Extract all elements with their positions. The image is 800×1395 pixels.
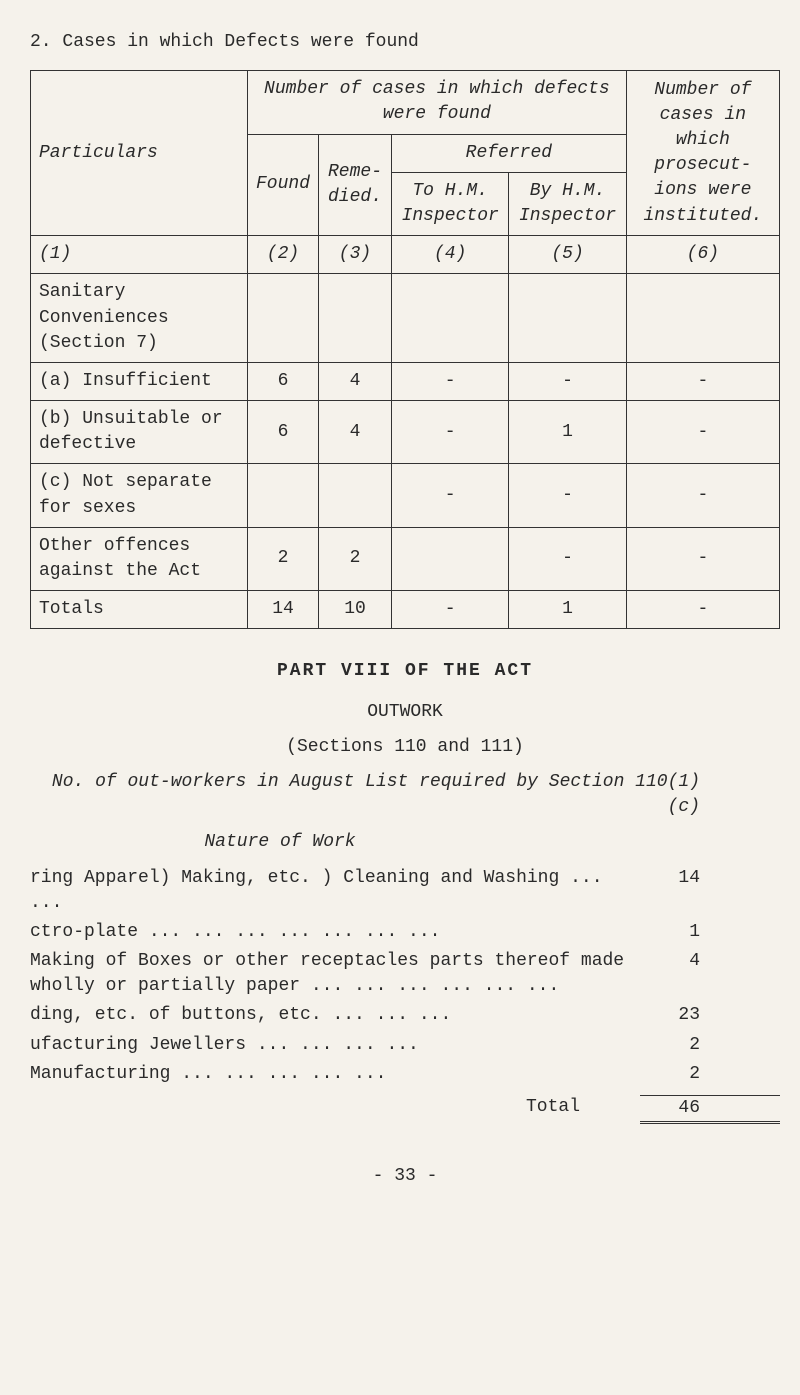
cell: 14	[248, 591, 319, 629]
cell: 6	[248, 362, 319, 400]
table-row: (c) Not separate for sexes - - -	[31, 464, 780, 527]
header-found: Found	[248, 134, 319, 236]
cell: 10	[319, 591, 392, 629]
cell: 1	[509, 591, 626, 629]
table-row: Other offences against the Act 2 2 - -	[31, 527, 780, 590]
defects-table: Particulars Number of cases in which def…	[30, 70, 780, 629]
header-top: Number of cases in which defects were fo…	[248, 71, 627, 134]
header-byhm: By H.M. Inspector	[509, 172, 626, 235]
table-row: (b) Unsuitable or defective 6 4 - 1 -	[31, 401, 780, 464]
col-num-3: (3)	[319, 236, 392, 274]
table-row: (a) Insufficient 6 4 - - -	[31, 362, 780, 400]
cell: 4	[319, 401, 392, 464]
header-prosecutions: Number of cases in which prosecut-ions w…	[626, 71, 779, 236]
row-label: (c) Not separate for sexes	[31, 464, 248, 527]
work-row: Making of Boxes or other receptacles par…	[30, 949, 780, 999]
work-row: ufacturing Jewellers ... ... ... ... 2	[30, 1033, 780, 1058]
cell	[392, 274, 509, 363]
total-value: 46	[640, 1095, 780, 1124]
row-label: Totals	[31, 591, 248, 629]
col-num-4: (4)	[392, 236, 509, 274]
total-label: Total	[30, 1095, 640, 1124]
cell: 2	[248, 527, 319, 590]
cell: -	[626, 464, 779, 527]
outwork-section: No. of out-workers in August List requir…	[30, 770, 780, 1124]
work-value: 2	[640, 1062, 780, 1087]
header-referred: Referred	[392, 134, 627, 172]
work-label: ufacturing Jewellers ... ... ... ...	[30, 1033, 640, 1058]
cell: -	[509, 464, 626, 527]
work-value: 2	[640, 1033, 780, 1058]
cell	[319, 464, 392, 527]
header-remedied: Reme-died.	[319, 134, 392, 236]
work-row: Manufacturing ... ... ... ... ... 2	[30, 1062, 780, 1087]
sections-ref: (Sections 110 and 111)	[30, 735, 780, 760]
work-value: 1	[640, 920, 780, 945]
cell: 1	[509, 401, 626, 464]
work-label: ctro-plate ... ... ... ... ... ... ...	[30, 920, 640, 945]
work-value: 23	[640, 1003, 780, 1028]
work-row: ctro-plate ... ... ... ... ... ... ... 1	[30, 920, 780, 945]
total-row: Total 46	[30, 1095, 780, 1124]
nature-of-work: Nature of Work	[30, 830, 780, 855]
cell: -	[392, 591, 509, 629]
work-row: ring Apparel) Making, etc. ) Cleaning an…	[30, 866, 780, 916]
outwork-title: OUTWORK	[30, 700, 780, 725]
work-row: ding, etc. of buttons, etc. ... ... ... …	[30, 1003, 780, 1028]
part-title: PART VIII OF THE ACT	[30, 659, 780, 684]
header-tohm: To H.M. Inspector	[392, 172, 509, 235]
cell: 6	[248, 401, 319, 464]
col-num-1: (1)	[31, 236, 248, 274]
page-number: - 33 -	[30, 1164, 780, 1189]
col-num-2: (2)	[248, 236, 319, 274]
cell: -	[626, 527, 779, 590]
cell: -	[626, 401, 779, 464]
outworkers-header: No. of out-workers in August List requir…	[30, 770, 780, 820]
cell: 2	[319, 527, 392, 590]
cell: -	[392, 362, 509, 400]
row-label: Sanitary Conveniences (Section 7)	[31, 274, 248, 363]
table-row-totals: Totals 14 10 - 1 -	[31, 591, 780, 629]
cell	[509, 274, 626, 363]
header-particulars: Particulars	[31, 71, 248, 236]
work-label: ring Apparel) Making, etc. ) Cleaning an…	[30, 866, 640, 916]
table-row: Sanitary Conveniences (Section 7)	[31, 274, 780, 363]
work-label: ding, etc. of buttons, etc. ... ... ...	[30, 1003, 640, 1028]
cell: -	[509, 527, 626, 590]
section-heading: 2. Cases in which Defects were found	[30, 30, 780, 55]
cell: -	[392, 464, 509, 527]
cell: -	[626, 591, 779, 629]
col-num-5: (5)	[509, 236, 626, 274]
cell	[392, 527, 509, 590]
col-num-6: (6)	[626, 236, 779, 274]
cell: 4	[319, 362, 392, 400]
cell: -	[392, 401, 509, 464]
cell: -	[509, 362, 626, 400]
cell	[626, 274, 779, 363]
row-label: (a) Insufficient	[31, 362, 248, 400]
cell	[248, 274, 319, 363]
cell	[319, 274, 392, 363]
cell: -	[626, 362, 779, 400]
row-label: (b) Unsuitable or defective	[31, 401, 248, 464]
cell	[248, 464, 319, 527]
row-label: Other offences against the Act	[31, 527, 248, 590]
work-label: Making of Boxes or other receptacles par…	[30, 949, 640, 999]
work-value: 4	[640, 949, 780, 999]
work-label: Manufacturing ... ... ... ... ...	[30, 1062, 640, 1087]
work-value: 14	[640, 866, 780, 916]
